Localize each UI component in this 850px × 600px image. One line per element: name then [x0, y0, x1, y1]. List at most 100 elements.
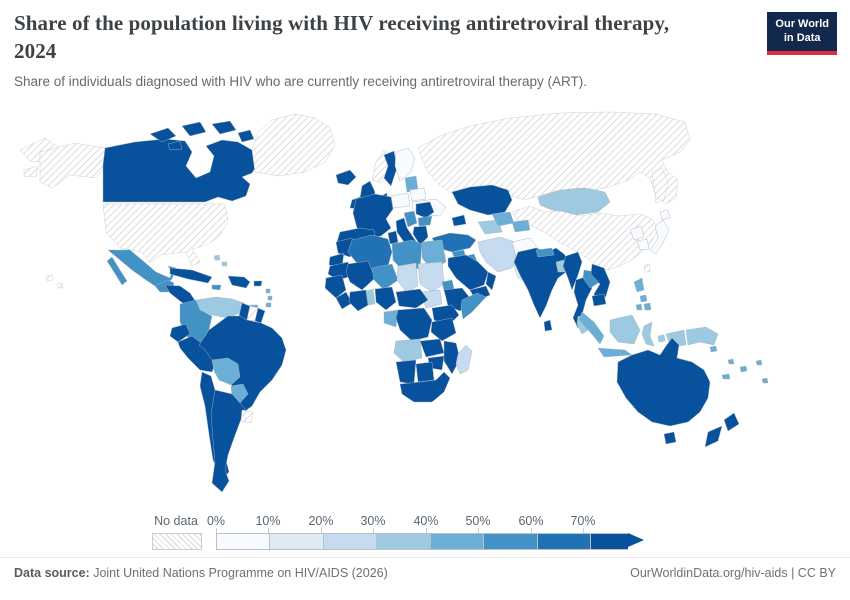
legend-bucket-4[interactable]: [430, 533, 483, 550]
country-south-africa[interactable]: [399, 371, 451, 403]
country-chad[interactable]: [396, 262, 419, 293]
country-argentina[interactable]: [210, 389, 246, 493]
legend-tick-label-60%: 60%: [518, 514, 544, 528]
country-tasmania[interactable]: [663, 431, 677, 445]
country-indonesia-sumatra[interactable]: [578, 311, 605, 345]
country-greenland[interactable]: [251, 113, 336, 177]
country-mongolia[interactable]: [537, 187, 611, 216]
legend-bucket-2[interactable]: [323, 533, 376, 550]
country-senegal-guinea[interactable]: [324, 274, 347, 299]
country-china[interactable]: [511, 205, 659, 271]
legend-tick-label-40%: 40%: [413, 514, 439, 528]
country-oman[interactable]: [485, 271, 497, 291]
country-mozambique-malawi[interactable]: [443, 340, 461, 375]
legend-tick-mark: [268, 528, 269, 533]
legend-bucket-7[interactable]: [590, 533, 628, 550]
country-kyrgyzstan-tajikistan[interactable]: [511, 219, 531, 233]
page-title: Share of the population living with HIV …: [14, 11, 670, 63]
country-mexico[interactable]: [106, 249, 177, 287]
country-poland[interactable]: [390, 192, 411, 209]
legend-tick-mark: [583, 528, 584, 533]
country-new-zealand[interactable]: [704, 412, 740, 448]
country-mali[interactable]: [345, 260, 376, 291]
country-japan[interactable]: [649, 209, 671, 255]
country-bahamas[interactable]: [213, 254, 228, 267]
country-nepal[interactable]: [535, 247, 555, 258]
country-namibia[interactable]: [395, 359, 417, 385]
country-madagascar[interactable]: [455, 344, 473, 375]
country-western-balkans[interactable]: [403, 210, 418, 228]
country-greece[interactable]: [412, 225, 429, 246]
country-france-germany-central-europe[interactable]: [352, 193, 394, 240]
country-philippines[interactable]: [633, 277, 652, 311]
country-canada[interactable]: [102, 138, 259, 203]
country-malaysia-borneo[interactable]: [609, 314, 641, 345]
legend-bucket-3[interactable]: [376, 533, 430, 550]
country-sweden[interactable]: [383, 150, 398, 187]
legend-bucket-5[interactable]: [483, 533, 537, 550]
country-cameroon-car[interactable]: [395, 288, 429, 309]
country-united-states[interactable]: [102, 203, 229, 267]
country-pacific-islands[interactable]: [709, 345, 769, 384]
country-myanmar[interactable]: [562, 251, 583, 291]
country-zambia[interactable]: [419, 338, 445, 358]
country-cambodia[interactable]: [591, 293, 607, 307]
country-india[interactable]: [513, 247, 571, 319]
country-indonesia-java[interactable]: [597, 347, 633, 358]
country-cote-divoire-ghana[interactable]: [348, 289, 371, 312]
country-uruguay[interactable]: [240, 409, 254, 424]
country-bulgaria[interactable]: [417, 215, 433, 227]
country-caucasus[interactable]: [451, 214, 467, 227]
legend-tick-label-10%: 10%: [255, 514, 281, 528]
country-cuba[interactable]: [169, 267, 213, 284]
country-lesser-antilles[interactable]: [265, 288, 273, 308]
country-alaska[interactable]: [39, 142, 113, 189]
country-kazakhstan[interactable]: [451, 184, 513, 216]
legend-tick-label-0%: 0%: [206, 514, 226, 528]
country-iran[interactable]: [477, 236, 519, 273]
owid-logo-line1: Our World: [775, 18, 829, 30]
chart-subtitle: Share of individuals diagnosed with HIV …: [14, 74, 588, 89]
attribution-link[interactable]: OurWorldinData.org/hiv-aids | CC BY: [630, 566, 836, 580]
country-indonesia-sulawesi[interactable]: [641, 321, 655, 347]
country-hawaii[interactable]: [45, 274, 64, 289]
country-iceland[interactable]: [335, 169, 357, 186]
country-jamaica[interactable]: [211, 284, 222, 291]
country-saudi-arabia[interactable]: [447, 254, 489, 291]
country-togo-benin[interactable]: [365, 288, 376, 306]
country-mauritania[interactable]: [327, 261, 353, 281]
country-ecuador[interactable]: [169, 323, 191, 343]
country-tunisia[interactable]: [387, 230, 399, 245]
country-finland[interactable]: [394, 147, 416, 182]
legend-bucket-0[interactable]: [216, 533, 269, 550]
country-dr-congo[interactable]: [395, 307, 433, 342]
country-puerto-rico[interactable]: [253, 280, 263, 287]
country-tanzania[interactable]: [430, 317, 457, 342]
country-sri-lanka[interactable]: [543, 319, 553, 332]
country-north-korea[interactable]: [629, 225, 645, 241]
country-botswana[interactable]: [415, 361, 435, 383]
legend-tick-label-20%: 20%: [308, 514, 334, 528]
country-gabon-congo[interactable]: [383, 309, 399, 328]
country-taiwan[interactable]: [643, 263, 651, 273]
legend-bucket-1[interactable]: [269, 533, 323, 550]
country-australia[interactable]: [616, 337, 711, 427]
legend-no-data-swatch[interactable]: [152, 533, 202, 550]
country-turkmenistan[interactable]: [477, 219, 503, 235]
country-bolivia[interactable]: [211, 357, 241, 386]
country-niger[interactable]: [371, 263, 399, 291]
country-angola[interactable]: [393, 338, 423, 363]
country-somalia[interactable]: [460, 292, 487, 320]
country-haiti-dominican-republic[interactable]: [227, 275, 251, 289]
legend-bucket-6[interactable]: [537, 533, 590, 550]
chart-footer: Data source: Joint United Nations Progra…: [0, 557, 850, 580]
country-romania[interactable]: [415, 201, 435, 219]
country-belarus[interactable]: [409, 187, 427, 202]
country-sudan[interactable]: [417, 261, 445, 293]
country-south-korea[interactable]: [636, 238, 650, 251]
country-nigeria[interactable]: [374, 286, 397, 311]
country-papua-new-guinea[interactable]: [685, 326, 719, 346]
owid-logo[interactable]: Our World in Data: [767, 12, 837, 55]
country-canada-arctic-islands[interactable]: [149, 120, 255, 151]
data-source-text: Joint United Nations Programme on HIV/AI…: [89, 566, 388, 580]
